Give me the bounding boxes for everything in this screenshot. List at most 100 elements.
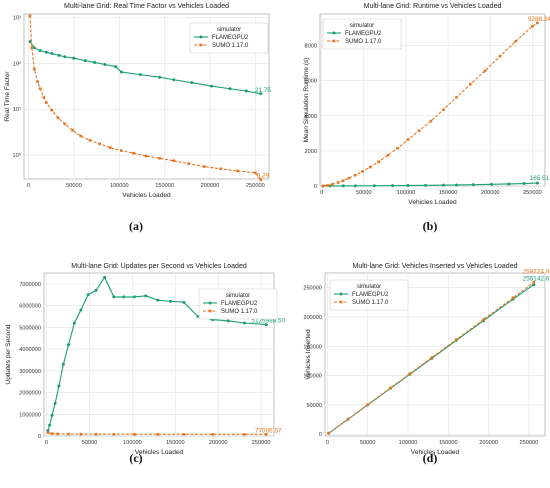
data-point-flamegpu2	[83, 59, 87, 63]
data-point-flamegpu2	[63, 55, 67, 59]
x-tick-label: 50000	[356, 190, 372, 196]
y-tick-label: 250000	[303, 286, 322, 292]
chart-panel-1: 0 50000 100000 150000 200000 250000 10⁰ 10¹ 10² 1…	[4, 3, 271, 199]
data-point-sumo	[156, 432, 160, 436]
panel-caption: (c)	[129, 451, 142, 465]
chart-title: Multi-lane Grid: Runtime vs Vehicles Loa…	[364, 3, 502, 10]
legend-entry: SUMO 1.17.0	[352, 300, 389, 306]
data-point-sumo	[79, 134, 83, 138]
data-point-sumo	[98, 142, 101, 146]
panel-caption: (d)	[423, 451, 438, 465]
legend-entry: FLAMEGPU2	[221, 301, 258, 307]
y-axis-label: Updates per Second	[5, 324, 12, 384]
data-point-flamegpu2	[48, 423, 52, 427]
legend-title: simulator	[357, 284, 381, 290]
y-axis-label: Vehicles Inserted	[305, 329, 312, 380]
x-tick-label: 50000	[82, 440, 98, 446]
data-point-sumo	[46, 431, 50, 434]
data-point-flamegpu2	[182, 300, 186, 304]
data-point-sumo	[264, 433, 268, 436]
x-axis-label: Vehicles Loaded	[411, 449, 460, 456]
end-value-label: 5126988.50	[251, 318, 285, 325]
x-axis-label: Vehicles Loaded	[135, 449, 184, 456]
legend-marker-flamegpu2	[199, 35, 203, 39]
x-axis-label: Vehicles Loaded	[408, 199, 457, 206]
data-point-sumo	[346, 417, 350, 421]
x-tick-label: 150000	[166, 440, 185, 446]
legend-marker-sumo	[199, 43, 203, 47]
data-point-sumo	[133, 432, 136, 436]
data-point-sumo	[88, 138, 92, 142]
x-tick-label: 250000	[252, 440, 271, 446]
chart-title: Multi-lane Grid: Updates per Second vs V…	[71, 263, 247, 270]
y-tick-label: 10³	[13, 16, 21, 22]
data-point-sumo	[28, 14, 32, 18]
x-tick-label: 50000	[360, 440, 376, 446]
x-tick-label: 100000	[110, 183, 129, 189]
data-point-flamegpu2	[103, 62, 107, 66]
x-tick-label: 200000	[209, 440, 228, 446]
legend-marker-sumo	[339, 300, 343, 304]
chart-panel-2: 0 50000 100000 150000 200000 250000 0 2000 4000 6…	[303, 3, 550, 206]
data-point-flamegpu2	[424, 183, 428, 187]
data-point-sumo	[56, 432, 59, 436]
data-point-flamegpu2	[79, 308, 83, 312]
chart-panel-4: 0 50000 100000 150000 200000 250000 0 50000 1000…	[303, 263, 550, 456]
data-point-sumo	[172, 159, 176, 163]
legend-marker-sumo	[332, 39, 336, 43]
x-tick-label: 0	[326, 440, 329, 446]
chart-title: Multi-lane Grid: Real Time Factor vs Veh…	[64, 3, 229, 10]
y-tick-label: 10²	[13, 61, 21, 67]
legend-title: simulator	[226, 293, 250, 299]
data-point-sumo	[144, 154, 148, 158]
data-point-flamegpu2	[132, 295, 136, 299]
data-point-sumo	[361, 170, 364, 173]
data-point-sumo	[50, 108, 54, 112]
legend-marker-sumo	[208, 309, 212, 313]
y-tick-label: 2000	[305, 149, 317, 155]
data-point-sumo	[325, 184, 329, 187]
y-tick-label: 100000	[303, 374, 322, 380]
data-point-sumo	[158, 156, 161, 160]
data-point-sumo	[182, 432, 186, 436]
y-tick-label: 0	[38, 434, 41, 440]
data-point-sumo	[532, 281, 536, 284]
y-tick-label: 0	[314, 184, 317, 190]
legend-box	[198, 288, 278, 320]
y-tick-label: 7000000	[19, 282, 41, 288]
data-point-flamegpu2	[244, 89, 248, 93]
y-tick-label: 50000	[306, 403, 322, 409]
x-tick-label: 150000	[439, 440, 458, 446]
data-point-sumo	[377, 160, 380, 164]
end-value-label: 255142.67	[523, 276, 550, 283]
data-point-flamegpu2	[53, 401, 57, 405]
data-point-flamegpu2	[119, 70, 123, 74]
y-tick-label: 6000	[305, 79, 317, 85]
data-point-sumo	[531, 24, 534, 28]
x-tick-label: 0	[45, 440, 48, 446]
data-point-sumo	[498, 54, 502, 58]
data-point-sumo	[347, 176, 351, 180]
y-tick-label: 8000	[305, 44, 317, 50]
data-point-sumo	[120, 149, 123, 152]
legend-box	[189, 22, 269, 54]
data-point-sumo	[430, 356, 434, 359]
data-point-sumo	[366, 403, 370, 406]
x-tick-label: 150000	[439, 190, 458, 196]
data-point-flamegpu2	[228, 87, 232, 91]
end-value-label: 165.51	[530, 175, 550, 182]
data-point-flamegpu2	[190, 81, 194, 85]
data-point-flamegpu2	[169, 299, 172, 303]
data-point-sumo	[396, 146, 399, 150]
data-point-flamegpu2	[103, 275, 107, 279]
legend-entry: SUMO 1.17.0	[212, 43, 249, 49]
data-point-sumo	[511, 296, 515, 300]
y-tick-label: 1000000	[19, 412, 41, 418]
data-point-sumo	[108, 146, 112, 149]
data-point-sumo	[42, 96, 46, 99]
legend-entry: FLAMEGPU2	[345, 31, 382, 37]
legend-box	[322, 18, 402, 50]
data-point-sumo	[406, 138, 410, 141]
